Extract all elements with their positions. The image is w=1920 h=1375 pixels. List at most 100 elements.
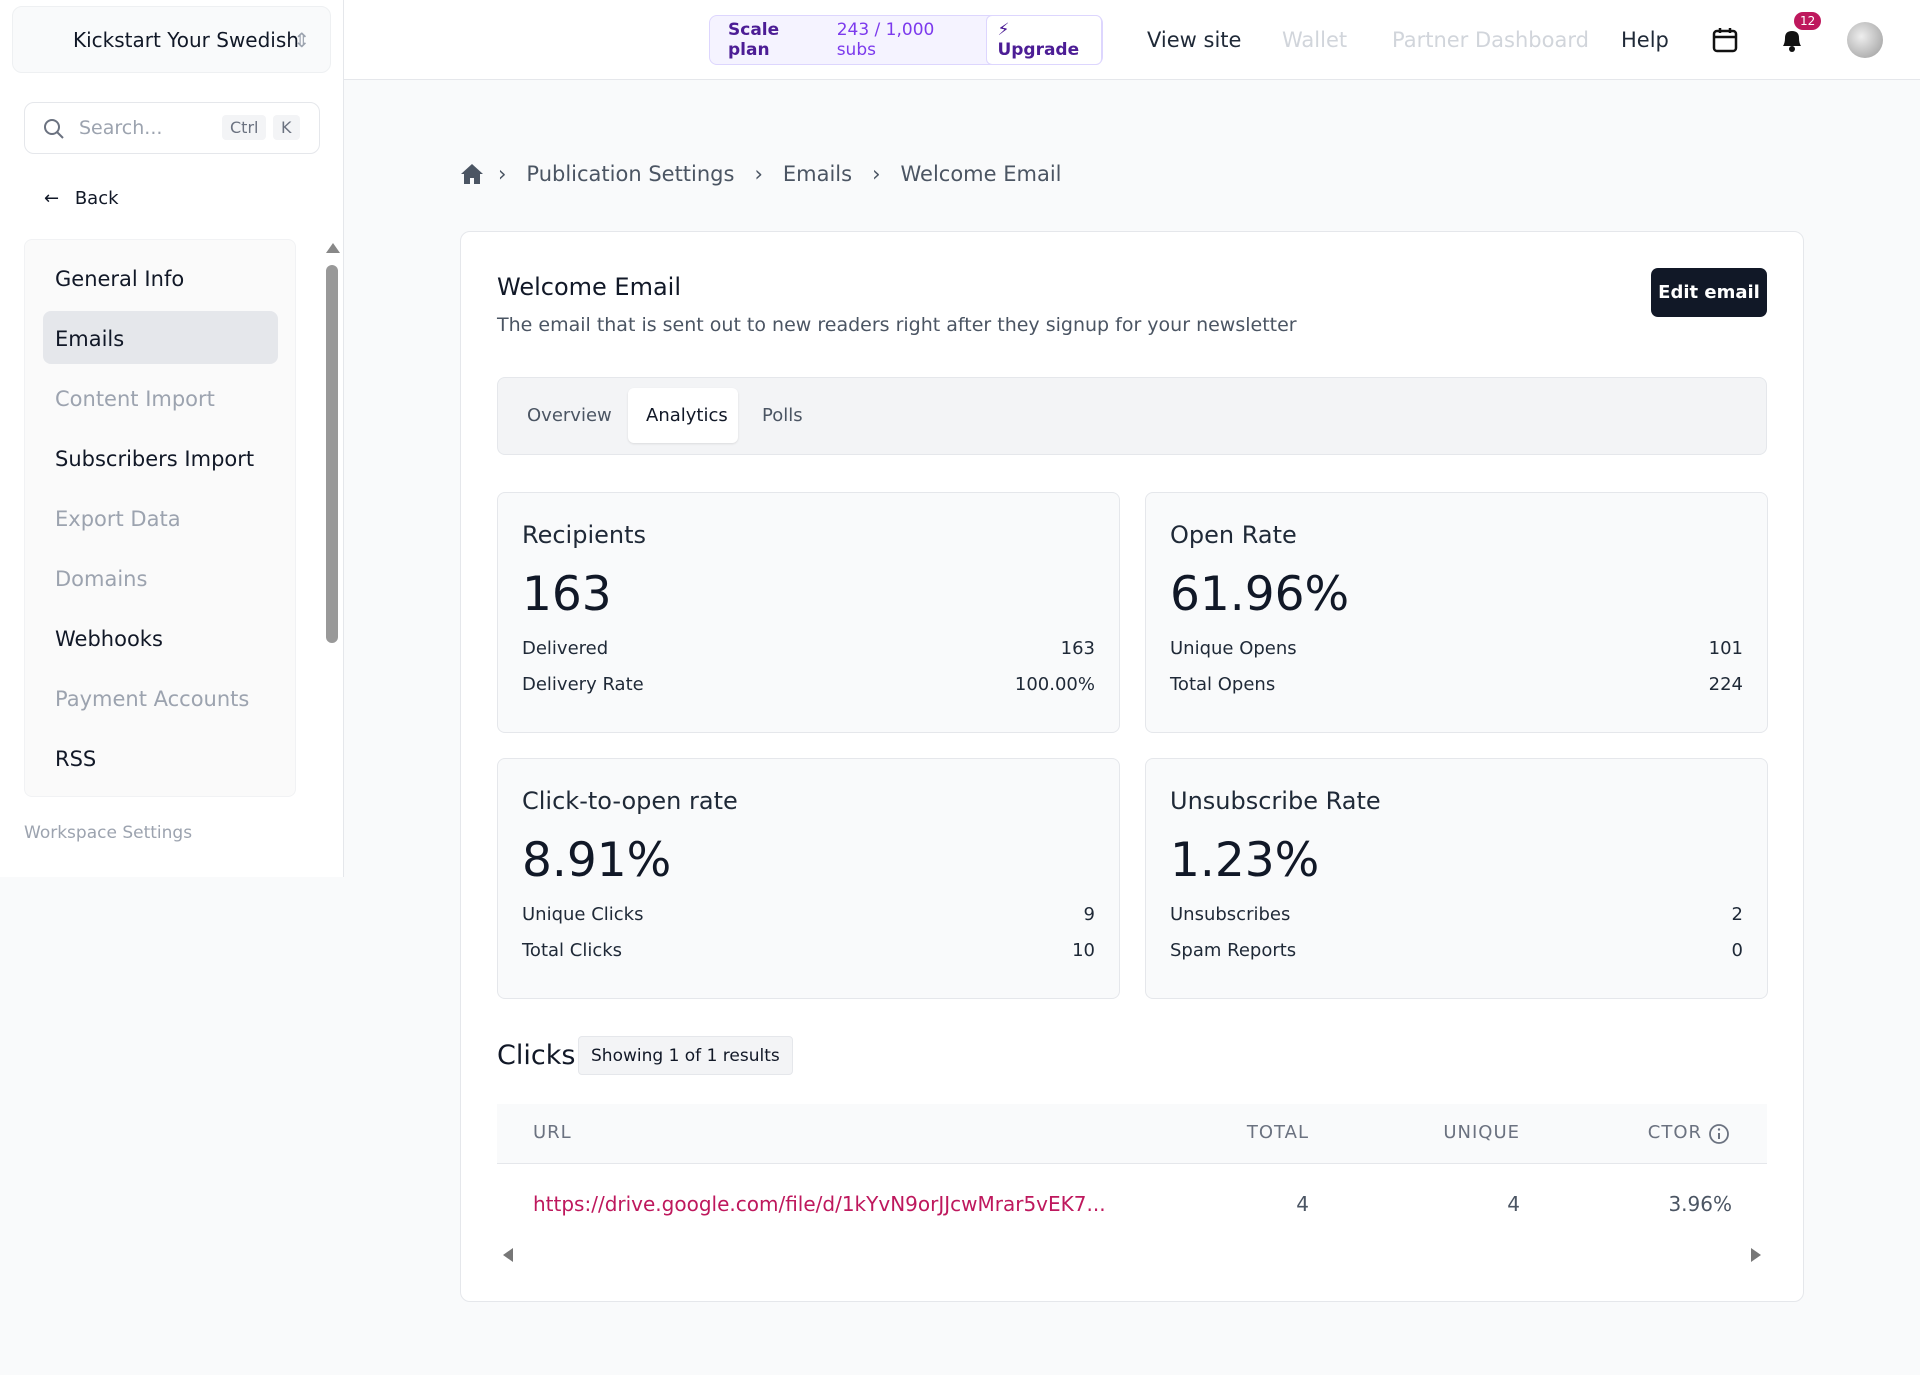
tab-active [628,388,738,443]
stat-label: Delivery Rate [522,674,644,695]
stat-card: Open Rate 61.96% Unique Opens 101 Total Open… [1145,492,1768,733]
avatar[interactable] [1847,22,1883,58]
tab[interactable]: Analytics [646,405,728,426]
stat-label: Unsubscribes [1170,904,1291,925]
notification-badge: 12 [1794,12,1822,30]
top-link[interactable]: Partner Dashboard [1392,28,1589,52]
cell: 4 [1296,1192,1309,1216]
stat-value: 1.23% [1170,833,1320,888]
stat-row: Total Clicks 10 [522,940,1095,961]
upgrade-label: Upgrade [997,40,1080,60]
stat-card: Click-to-open rate 8.91% Unique Clicks 9 Tot… [497,758,1120,999]
stat-row: Delivered 163 [522,638,1095,659]
stat-row: Total Opens 224 [1170,674,1743,695]
scroll-up[interactable] [326,243,340,253]
nav-item[interactable]: Payment Accounts [55,687,250,711]
stat-card: Unsubscribe Rate 1.23% Unsubscribes 2 Spam R… [1145,758,1768,999]
stat-row: Unique Clicks 9 [522,904,1095,925]
stat-row: Unsubscribes 2 [1170,904,1743,925]
nav-item[interactable]: Emails [55,327,125,351]
scrollbar-thumb[interactable] [326,265,338,643]
stat-number: 10 [1072,940,1095,961]
crumb[interactable]: Publication Settings [526,162,735,186]
bell-icon[interactable] [1778,26,1806,54]
search-box[interactable]: Search... Ctrl K [24,102,320,154]
nav-item[interactable]: Subscribers Import [55,447,255,471]
nav-item[interactable]: Domains [55,567,148,591]
search-icon [44,119,64,139]
stat-row: Delivery Rate 100.00% [522,674,1095,695]
nav-item[interactable]: RSS [55,747,97,771]
stat-label: Unique Clicks [522,904,644,925]
workspace-name: Kickstart Your Swedish [73,27,299,52]
tab[interactable]: Overview [527,405,612,426]
stat-title: Click-to-open rate [522,787,738,815]
stat-row: Spam Reports 0 [1170,940,1743,961]
kbd: K [273,115,300,140]
stat-title: Unsubscribe Rate [1170,787,1381,815]
page-subtitle: The email that is sent out to new reader… [497,314,1297,336]
cell: 4 [1507,1192,1520,1216]
page-title: Welcome Email [497,273,681,301]
stat-number: 2 [1731,904,1743,925]
scroll-right[interactable] [1751,1248,1761,1262]
stat-number: 100.00% [1014,674,1095,695]
workspace-settings[interactable]: Workspace Settings [24,823,193,843]
stat-number: 224 [1708,674,1743,695]
stat-value: 61.96% [1170,567,1350,622]
column-header: TOTAL [1246,1122,1309,1143]
search-placeholder: Search... [79,117,163,139]
tab[interactable]: Polls [762,405,803,426]
plan-name: Scale plan [728,20,780,60]
calendar-icon[interactable] [1711,26,1739,54]
breadcrumb: › Publication Settings › Emails › Welcome Ema… [498,162,1062,186]
nav-item[interactable]: Export Data [55,507,181,531]
stat-value: 163 [522,567,612,622]
url-link[interactable]: https://drive.google.com/file/d/1kYvN9or… [533,1192,1106,1216]
stat-number: 9 [1083,904,1095,925]
stat-label: Total Opens [1170,674,1276,695]
stat-number: 163 [1060,638,1095,659]
home-icon[interactable] [459,162,485,186]
cell: 3.96% [1668,1192,1732,1216]
top-link[interactable]: Help [1621,28,1669,52]
plan-subs: 243 / 1,000 subs [836,20,935,60]
table-header [497,1104,1767,1164]
clicks-title: Clicks [497,1040,576,1071]
stat-card: Recipients 163 Delivered 163 Delivery Rate 10… [497,492,1120,733]
column-header: CTOR [1647,1122,1702,1143]
top-link[interactable]: View site [1147,28,1242,52]
back-label: Back [74,188,119,209]
stat-title: Recipients [522,521,647,549]
stat-number: 101 [1708,638,1743,659]
column-header: UNIQUE [1443,1122,1520,1143]
results-badge: Showing 1 of 1 results [578,1036,793,1075]
plan-box: Scale plan 243 / 1,000 subs ⚡ Upgrade [709,15,1103,65]
nav-item[interactable]: Webhooks [55,627,163,651]
edit-button[interactable]: Edit email [1651,268,1767,317]
stat-label: Unique Opens [1170,638,1297,659]
info-icon[interactable] [1708,1123,1730,1145]
stat-label: Spam Reports [1170,940,1297,961]
crumb[interactable]: Emails [782,162,853,186]
stat-label: Total Clicks [522,940,623,961]
back-link[interactable]: ← Back [44,188,119,209]
stat-value: 8.91% [522,833,672,888]
column-header: URL [533,1122,572,1143]
stat-title: Open Rate [1170,521,1297,549]
kbd: Ctrl [222,115,267,140]
upgrade-button[interactable]: ⚡ Upgrade [986,15,1102,65]
scroll-left[interactable] [503,1248,513,1262]
top-link[interactable]: Wallet [1282,28,1348,52]
table-row [497,1164,1767,1242]
stat-row: Unique Opens 101 [1170,638,1743,659]
stat-label: Delivered [522,638,609,659]
nav-item[interactable]: Content Import [55,387,215,411]
nav-item[interactable]: General Info [55,267,185,291]
crumb: Welcome Email [900,162,1062,186]
workspace-selector[interactable]: Kickstart Your Swedish ⇕ [12,6,331,73]
nav-active [43,311,278,364]
stat-number: 0 [1731,940,1743,961]
